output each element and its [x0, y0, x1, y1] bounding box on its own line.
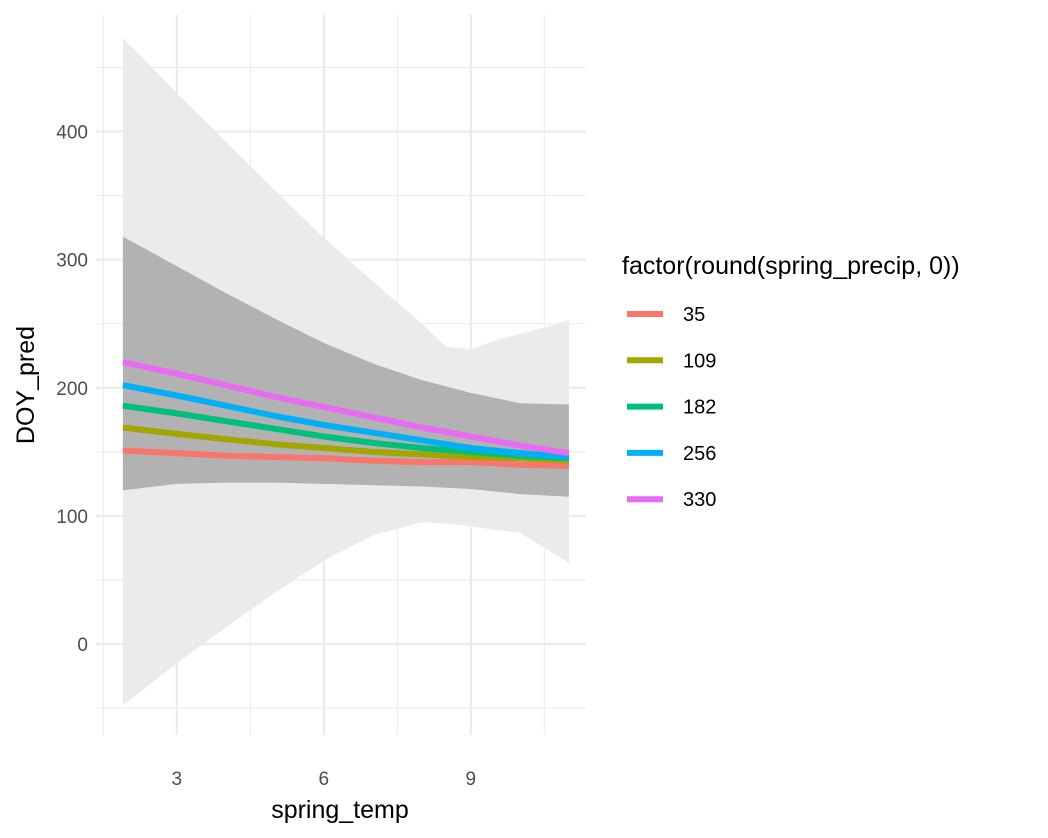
legend-label-182: 182: [683, 397, 716, 419]
x-tick-label: 6: [319, 769, 330, 790]
series-line-35: [122, 447, 569, 469]
x-axis-title: spring_temp: [271, 796, 409, 824]
legend-label-256: 256: [683, 443, 716, 465]
legend-label-35: 35: [683, 304, 705, 326]
legend-label-330: 330: [683, 489, 716, 511]
y-tick-label: 0: [77, 635, 88, 656]
x-axis-ticks: 3 6 9: [172, 769, 477, 790]
legend-item-330: 330: [627, 489, 716, 511]
series-line-182: [122, 402, 570, 462]
y-axis-title: DOY_pred: [12, 326, 40, 444]
series-line-256: [122, 382, 570, 460]
legend: 35 109 182 256 330: [627, 304, 716, 511]
legend-item-256: 256: [627, 443, 716, 465]
series-line-330: [122, 359, 570, 457]
legend-item-109: 109: [627, 350, 716, 372]
legend-item-35: 35: [627, 304, 705, 326]
legend-item-182: 182: [627, 397, 716, 419]
legend-label-109: 109: [683, 350, 716, 372]
y-tick-label: 100: [56, 507, 88, 528]
y-tick-label: 300: [56, 251, 88, 272]
x-tick-label: 3: [172, 769, 183, 790]
y-tick-label: 400: [56, 123, 88, 144]
confidence-ribbons: [122, 38, 569, 706]
series-line-109: [122, 424, 570, 464]
series-lines: [122, 359, 570, 469]
x-tick-label: 9: [466, 769, 477, 790]
legend-title: factor(round(spring_precip, 0)): [622, 252, 960, 280]
y-axis-ticks: 0 100 200 300 400: [56, 123, 88, 656]
y-tick-label: 200: [56, 379, 88, 400]
